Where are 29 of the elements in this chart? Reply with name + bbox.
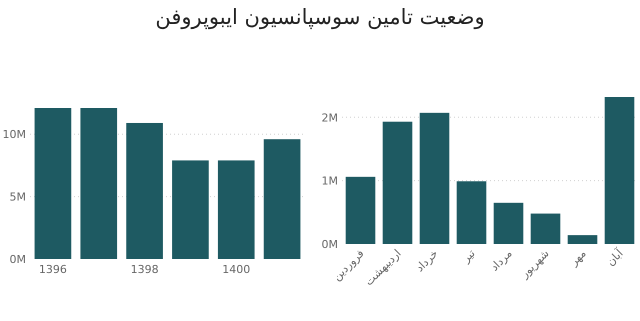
bar [568,235,598,244]
x-tick-label: 1398 [130,263,159,276]
bar [420,112,450,244]
bar [80,108,118,259]
bar [346,176,376,244]
bar [172,160,209,259]
x-tick-label: آبان [603,246,626,269]
x-tick-label: شهریور [517,246,552,282]
chart-title: وضعیت تامین سوسپانسیون ایبوپروفن [155,5,485,30]
bar [34,108,72,259]
x-tick-label: تیر [458,246,478,266]
x-tick-label: مهر [566,246,589,269]
x-tick-label: خرداد [413,246,441,274]
bar [126,122,163,259]
y-tick-label: 10M [2,128,26,142]
y-tick-label: 1M [322,174,338,188]
x-tick-label: 1400 [222,263,250,276]
y-tick-label: 2M [322,111,338,124]
bar [530,214,560,244]
bar [264,139,300,259]
bar [494,202,524,244]
y-tick-label: 5M [10,190,26,204]
bar [456,181,486,244]
x-tick-label: مرداد [488,246,515,274]
y-tick-label: 0M [10,253,26,266]
bar [218,160,255,259]
bar [604,97,634,244]
bar [382,122,412,244]
x-tick-label: 1396 [38,263,67,276]
